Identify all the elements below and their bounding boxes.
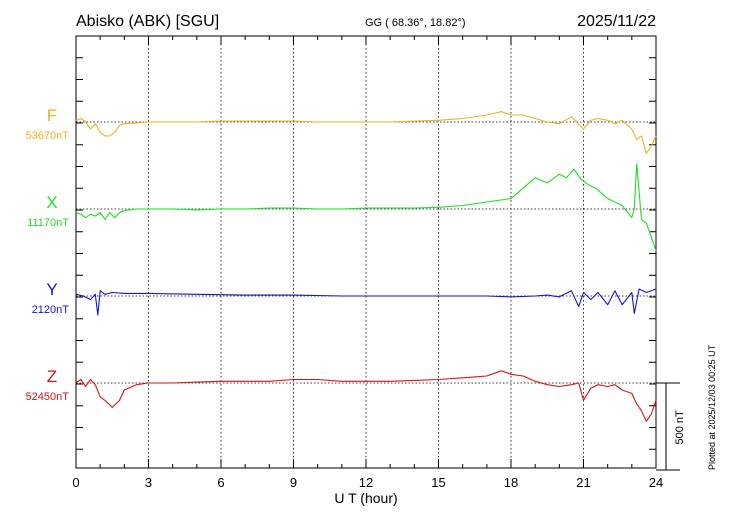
x-tick-label: 24 xyxy=(649,475,663,490)
series-name-X: X xyxy=(46,193,57,212)
scale-bar: 500 nT xyxy=(656,382,686,471)
series-Z-line xyxy=(75,370,657,422)
x-tick-label: 12 xyxy=(359,475,373,490)
coordinates-label: GG ( 68.36°, 18.82°) xyxy=(365,17,466,29)
x-tick-labels: 0 3 6 9 12 15 18 21 24 xyxy=(72,475,663,490)
x-tick-label: 6 xyxy=(217,475,224,490)
series-baseline-Z: 52450nT xyxy=(26,391,70,403)
series-X-line xyxy=(75,163,657,251)
axis-ticks xyxy=(75,36,657,468)
series-baseline-F: 53670nT xyxy=(26,130,70,142)
scale-bar-label: 500 nT xyxy=(674,410,686,445)
station-title: Abisko (ABK) [SGU] xyxy=(76,13,219,30)
series-baseline-X: 11170nT xyxy=(27,217,69,229)
x-tick-label: 21 xyxy=(576,475,590,490)
series-labels: F 53670nT X 11170nT Y 2120nT Z 52450nT xyxy=(26,106,70,403)
plotted-at-note: Plotted at 2025/12/03 00:25 UT xyxy=(707,344,717,470)
x-tick-label: 0 xyxy=(72,475,79,490)
x-tick-label: 18 xyxy=(504,475,518,490)
grid-lines xyxy=(148,36,584,468)
baselines xyxy=(76,121,656,384)
series-name-Y: Y xyxy=(46,280,57,299)
x-tick-label: 9 xyxy=(290,475,297,490)
x-tick-label: 3 xyxy=(145,475,152,490)
series-Y-line xyxy=(75,288,657,316)
x-tick-label: 15 xyxy=(431,475,445,490)
series-group xyxy=(75,111,657,422)
series-baseline-Y: 2120nT xyxy=(32,304,70,316)
date-label: 2025/11/22 xyxy=(577,13,656,30)
x-axis-label: U T (hour) xyxy=(334,490,397,506)
series-name-F: F xyxy=(47,106,57,125)
series-F-line xyxy=(75,111,657,154)
series-name-Z: Z xyxy=(47,367,57,386)
